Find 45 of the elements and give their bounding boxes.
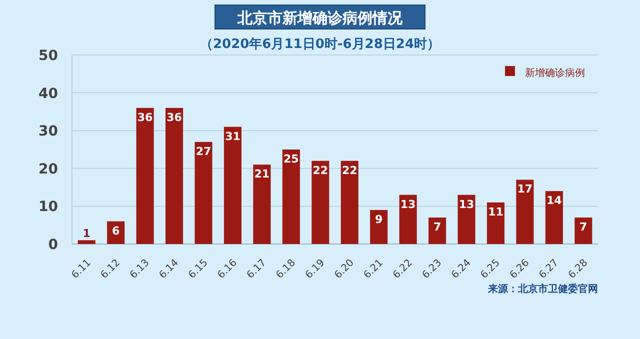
y-tick-label: 40 [38, 86, 58, 102]
data-label: 14 [546, 194, 562, 208]
bar [224, 126, 242, 244]
bar [253, 164, 271, 244]
bar [370, 210, 388, 244]
bar [194, 142, 212, 244]
data-label: 11 [488, 205, 504, 218]
data-label: 31 [225, 130, 240, 143]
data-label: 27 [196, 144, 212, 158]
bar [166, 108, 184, 244]
source-note: 来源：北京市卫健委官网 [487, 283, 598, 295]
data-label: 9 [375, 212, 383, 226]
bar [428, 218, 446, 244]
legend-label: 新增确诊病例 [525, 67, 585, 79]
data-label: 7 [580, 220, 588, 234]
data-label: 7 [433, 220, 442, 234]
data-label: 25 [284, 152, 299, 166]
bar [312, 160, 330, 244]
data-label: 36 [137, 110, 154, 124]
y-tick-label: 0 [48, 237, 58, 253]
data-label: 13 [400, 198, 416, 211]
bar [282, 150, 300, 244]
bar [574, 218, 592, 244]
data-label: 1 [82, 227, 90, 240]
data-label: 22 [312, 164, 328, 177]
data-label: 36 [166, 110, 182, 124]
y-tick-label: 30 [38, 124, 58, 140]
bar [516, 180, 534, 244]
data-label: 22 [342, 164, 358, 177]
chart-subtitle: （2020年6月11日0时-6月28日24时） [200, 37, 440, 52]
data-label: 17 [517, 182, 533, 196]
data-label: 13 [458, 198, 474, 211]
bar [78, 240, 96, 244]
y-tick-label: 20 [38, 161, 58, 178]
data-label: 6 [112, 224, 120, 238]
bar [545, 191, 563, 244]
bar [458, 194, 476, 244]
bar [486, 202, 504, 244]
y-tick-label: 10 [38, 199, 58, 216]
y-tick-label: 50 [38, 48, 58, 64]
bar [399, 194, 417, 244]
bar [340, 160, 358, 244]
chart-title: 北京市新增确诊病例情况 [236, 9, 404, 27]
bar [136, 108, 154, 244]
data-label: 21 [254, 168, 270, 181]
